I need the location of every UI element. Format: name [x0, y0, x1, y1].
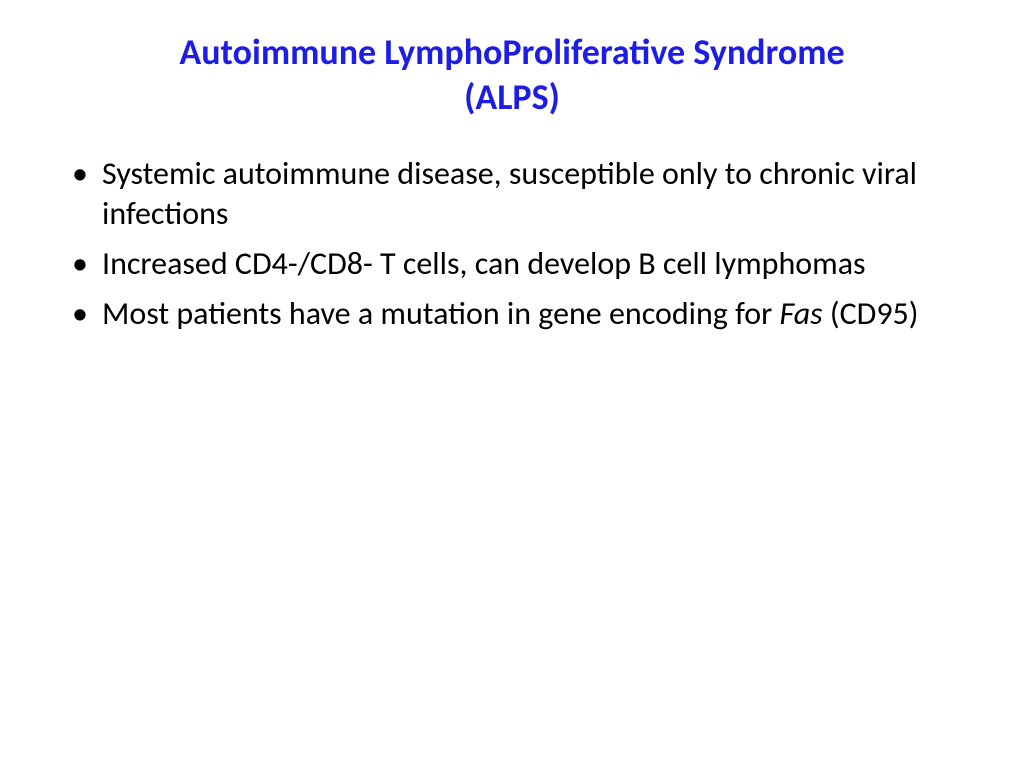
slide-title: Autoimmune LymphoProliferative Syndrome … — [60, 30, 964, 120]
slide-body: Systemic autoimmune disease, susceptible… — [60, 154, 964, 334]
slide: Autoimmune LymphoProliferative Syndrome … — [0, 0, 1024, 768]
bullet-list: Systemic autoimmune disease, susceptible… — [60, 154, 964, 334]
list-item: Systemic autoimmune disease, susceptible… — [60, 154, 964, 234]
bullet-text-prefix: Most patients have a mutation in gene en… — [102, 294, 779, 333]
title-line-1: Autoimmune LymphoProliferative Syndrome — [179, 30, 844, 74]
bullet-text-suffix: (CD95) — [823, 294, 919, 333]
bullet-text-italic: Fas — [779, 294, 822, 333]
list-item: Most patients have a mutation in gene en… — [60, 294, 964, 334]
list-item: Increased CD4-/CD8- T cells, can develop… — [60, 244, 964, 284]
bullet-text: Increased CD4-/CD8- T cells, can develop… — [102, 244, 866, 283]
title-line-2: (ALPS) — [464, 75, 560, 119]
bullet-text: Systemic autoimmune disease, susceptible… — [102, 154, 917, 233]
